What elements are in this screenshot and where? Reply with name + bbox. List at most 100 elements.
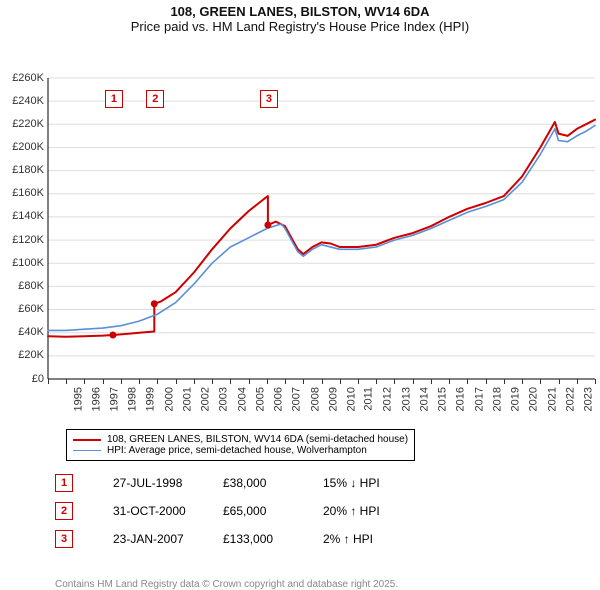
event-marker-1: 1 xyxy=(105,90,123,108)
x-tick-label: 2007 xyxy=(291,387,303,411)
x-tick-label: 1995 xyxy=(72,387,84,411)
legend-label: 108, GREEN LANES, BILSTON, WV14 6DA (sem… xyxy=(107,434,408,445)
y-tick-label: £20K xyxy=(0,349,44,361)
x-tick xyxy=(486,379,487,384)
x-tick xyxy=(358,379,359,384)
sale-dot-1 xyxy=(109,332,116,339)
legend-item-1: HPI: Average price, semi-detached house,… xyxy=(73,445,408,456)
y-tick-label: £100K xyxy=(0,257,44,269)
event-pct: 20% ↑ HPI xyxy=(323,504,443,518)
x-tick-label: 2004 xyxy=(236,387,248,411)
y-tick-label: £160K xyxy=(0,187,44,199)
y-tick-label: £0 xyxy=(0,373,44,385)
x-tick-label: 1996 xyxy=(90,387,102,411)
legend-swatch xyxy=(73,439,101,441)
legend-swatch xyxy=(73,450,101,451)
x-tick xyxy=(48,379,49,384)
legend-label: HPI: Average price, semi-detached house,… xyxy=(107,445,367,456)
sale-dot-3 xyxy=(264,222,271,229)
x-tick xyxy=(157,379,158,384)
x-tick-label: 2002 xyxy=(200,387,212,411)
x-tick xyxy=(285,379,286,384)
x-tick-label: 2011 xyxy=(363,387,375,411)
x-tick-label: 2009 xyxy=(327,387,339,411)
legend: 108, GREEN LANES, BILSTON, WV14 6DA (sem… xyxy=(66,429,415,461)
chart-titles: 108, GREEN LANES, BILSTON, WV14 6DA Pric… xyxy=(0,0,600,34)
events-table: 1 27-JUL-1998£38,00015% ↓ HPI 2 31-OCT-2000… xyxy=(55,474,443,558)
x-tick-label: 2021 xyxy=(546,387,558,411)
x-tick-label: 2023 xyxy=(583,387,595,411)
x-tick xyxy=(431,379,432,384)
y-tick-label: £80K xyxy=(0,280,44,292)
y-tick-label: £120K xyxy=(0,234,44,246)
x-tick xyxy=(249,379,250,384)
event-pct: 2% ↑ HPI xyxy=(323,532,443,546)
x-tick-label: 2006 xyxy=(273,387,285,411)
x-tick-label: 2015 xyxy=(437,387,449,411)
x-tick-label: 1997 xyxy=(108,387,120,411)
title-line1: 108, GREEN LANES, BILSTON, WV14 6DA xyxy=(0,4,600,19)
event-row-marker: 1 xyxy=(55,474,73,492)
x-tick-label: 2013 xyxy=(400,387,412,411)
legend-item-0: 108, GREEN LANES, BILSTON, WV14 6DA (sem… xyxy=(73,434,408,445)
footer-line1: Contains HM Land Registry data © Crown c… xyxy=(55,579,398,590)
x-tick xyxy=(467,379,468,384)
x-tick-label: 2010 xyxy=(345,387,357,411)
x-tick-label: 2019 xyxy=(510,387,522,411)
event-price: £133,000 xyxy=(223,532,323,546)
x-tick xyxy=(230,379,231,384)
x-tick xyxy=(212,379,213,384)
x-tick-label: 2017 xyxy=(473,387,485,411)
x-tick xyxy=(303,379,304,384)
x-tick xyxy=(84,379,85,384)
sale-dot-2 xyxy=(151,300,158,307)
x-tick-label: 2022 xyxy=(564,387,576,411)
x-tick xyxy=(322,379,323,384)
x-tick-label: 2001 xyxy=(181,387,193,411)
x-tick-label: 2018 xyxy=(491,387,503,411)
event-date: 31-OCT-2000 xyxy=(113,504,223,518)
x-tick-label: 2000 xyxy=(163,387,175,411)
x-tick xyxy=(267,379,268,384)
y-tick-label: £40K xyxy=(0,326,44,338)
event-price: £65,000 xyxy=(223,504,323,518)
chart-area: £0 £20K £40K £60K £80K £100K £120K £140K £160K £1… xyxy=(0,34,600,580)
y-tick-label: £60K xyxy=(0,303,44,315)
x-tick xyxy=(176,379,177,384)
x-tick-label: 2005 xyxy=(254,387,266,411)
x-tick xyxy=(449,379,450,384)
y-tick-label: £220K xyxy=(0,118,44,130)
y-tick-label: £180K xyxy=(0,164,44,176)
y-tick-label: £240K xyxy=(0,95,44,107)
x-tick xyxy=(139,379,140,384)
x-tick xyxy=(340,379,341,384)
x-tick xyxy=(540,379,541,384)
x-tick xyxy=(121,379,122,384)
x-tick-label: 1999 xyxy=(145,387,157,411)
x-tick xyxy=(577,379,578,384)
footer-attribution: Contains HM Land Registry data © Crown c… xyxy=(55,579,398,590)
x-tick-label: 1998 xyxy=(127,387,139,411)
event-row-2: 2 31-OCT-2000£65,00020% ↑ HPI xyxy=(55,502,443,520)
x-tick xyxy=(194,379,195,384)
event-date: 27-JUL-1998 xyxy=(113,476,223,490)
chart-svg xyxy=(0,34,600,383)
y-tick-label: £140K xyxy=(0,210,44,222)
event-row-marker: 3 xyxy=(55,530,73,548)
x-tick xyxy=(103,379,104,384)
x-tick xyxy=(595,379,596,384)
event-price: £38,000 xyxy=(223,476,323,490)
event-pct: 15% ↓ HPI xyxy=(323,476,443,490)
x-tick xyxy=(559,379,560,384)
x-tick-label: 2012 xyxy=(382,387,394,411)
event-row-marker: 2 xyxy=(55,502,73,520)
x-tick xyxy=(376,379,377,384)
x-tick-label: 2008 xyxy=(309,387,321,411)
x-tick xyxy=(413,379,414,384)
x-tick-label: 2003 xyxy=(218,387,230,411)
x-tick xyxy=(504,379,505,384)
event-row-1: 1 27-JUL-1998£38,00015% ↓ HPI xyxy=(55,474,443,492)
x-tick xyxy=(394,379,395,384)
x-tick xyxy=(66,379,67,384)
x-tick-label: 2014 xyxy=(418,387,430,411)
